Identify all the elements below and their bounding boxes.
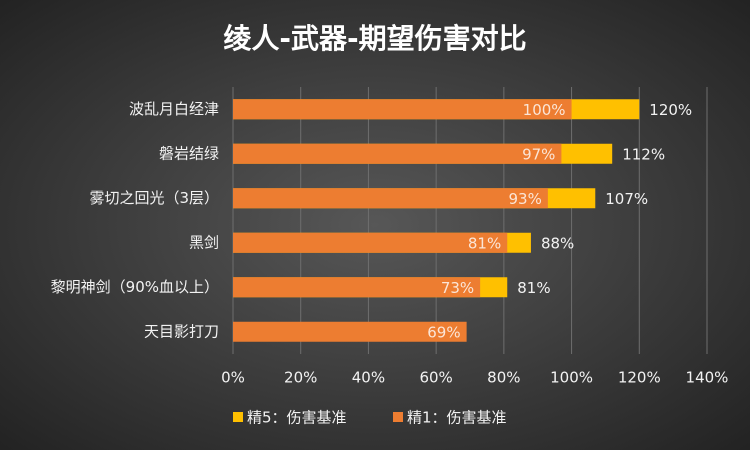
- value-label: 107%: [605, 190, 648, 208]
- legend-swatch: [393, 412, 403, 422]
- legend-swatch: [233, 412, 243, 422]
- x-tick-label: 20%: [284, 369, 317, 387]
- x-tick-label: 80%: [487, 369, 520, 387]
- y-tick-label: 黎明神剑（90%血以上）: [51, 278, 219, 296]
- value-label: 81%: [468, 234, 501, 252]
- x-tick-label: 140%: [686, 369, 729, 387]
- y-tick-label: 雾切之回光（3层）: [89, 189, 219, 207]
- value-label: 73%: [441, 279, 474, 297]
- y-tick-label: 磐岩结绿: [159, 144, 219, 162]
- y-tick-label: 天目影打刀: [144, 322, 219, 340]
- legend-label: 精5：伤害基准: [247, 409, 347, 427]
- legend-label: 精1：伤害基准: [407, 409, 507, 427]
- value-label: 69%: [427, 323, 460, 341]
- x-tick-label: 40%: [352, 369, 385, 387]
- bar: [233, 143, 562, 164]
- y-tick-label: 黑剑: [189, 233, 219, 251]
- x-tick-label: 120%: [618, 369, 661, 387]
- bar: [233, 188, 548, 209]
- x-tick-label: 100%: [550, 369, 593, 387]
- x-tick-label: 0%: [221, 369, 245, 387]
- value-label: 112%: [622, 145, 665, 163]
- bar: [233, 277, 481, 298]
- bar: [233, 232, 508, 253]
- value-label: 81%: [517, 279, 550, 297]
- value-label: 120%: [649, 101, 692, 119]
- value-label: 88%: [541, 234, 574, 252]
- bar: [233, 99, 572, 120]
- x-tick-label: 60%: [419, 369, 452, 387]
- value-label: 97%: [522, 145, 555, 163]
- value-label: 100%: [523, 101, 566, 119]
- bar: [233, 321, 467, 342]
- y-tick-label: 波乱月白经津: [129, 100, 219, 118]
- chart-title: 绫人-武器-期望伤害对比: [223, 22, 526, 55]
- value-label: 93%: [509, 190, 542, 208]
